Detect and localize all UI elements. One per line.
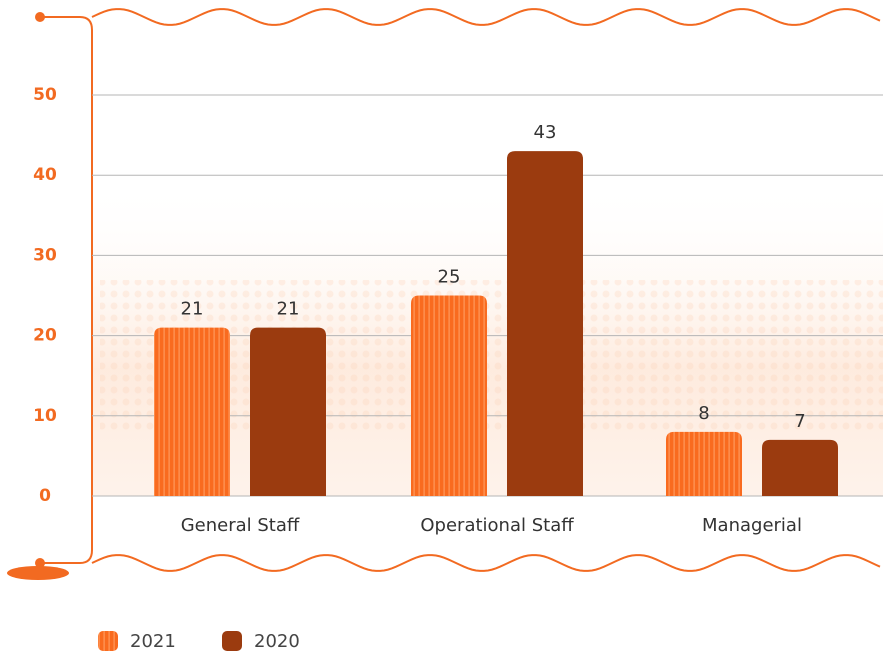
wave-top — [92, 9, 880, 25]
y-tick-label: 10 — [33, 406, 57, 426]
y-tick-label: 0 — [39, 486, 51, 506]
value-label: 21 — [181, 299, 204, 320]
x-tick-label: Managerial — [702, 515, 802, 536]
value-label: 25 — [438, 267, 461, 288]
legend: 2021 2020 — [98, 631, 300, 652]
bar — [154, 328, 230, 496]
legend-label: 2021 — [130, 631, 176, 652]
wave-bottom — [92, 555, 880, 571]
legend-swatch — [98, 631, 118, 651]
bracket-base — [7, 566, 69, 580]
bar — [507, 151, 583, 496]
y-tick-label: 50 — [33, 85, 57, 105]
bar — [250, 328, 326, 496]
y-tick-label: 20 — [33, 326, 57, 346]
legend-swatch — [222, 631, 242, 651]
bracket-dot — [35, 12, 45, 22]
bar — [666, 432, 742, 496]
x-tick-label: Operational Staff — [420, 515, 574, 536]
legend-label: 2020 — [254, 631, 300, 652]
value-label: 7 — [794, 411, 805, 432]
value-label: 43 — [534, 122, 557, 143]
bar — [411, 296, 487, 497]
y-tick-label: 40 — [33, 165, 57, 185]
value-label: 8 — [698, 403, 709, 424]
value-label: 21 — [277, 299, 300, 320]
x-tick-label: General Staff — [181, 515, 300, 536]
chart: 2021 2020 0 10 20 30 40 50 General Staff 21 21 Ope… — [0, 0, 883, 658]
y-tick-label: 30 — [33, 245, 57, 265]
bar — [762, 440, 838, 496]
